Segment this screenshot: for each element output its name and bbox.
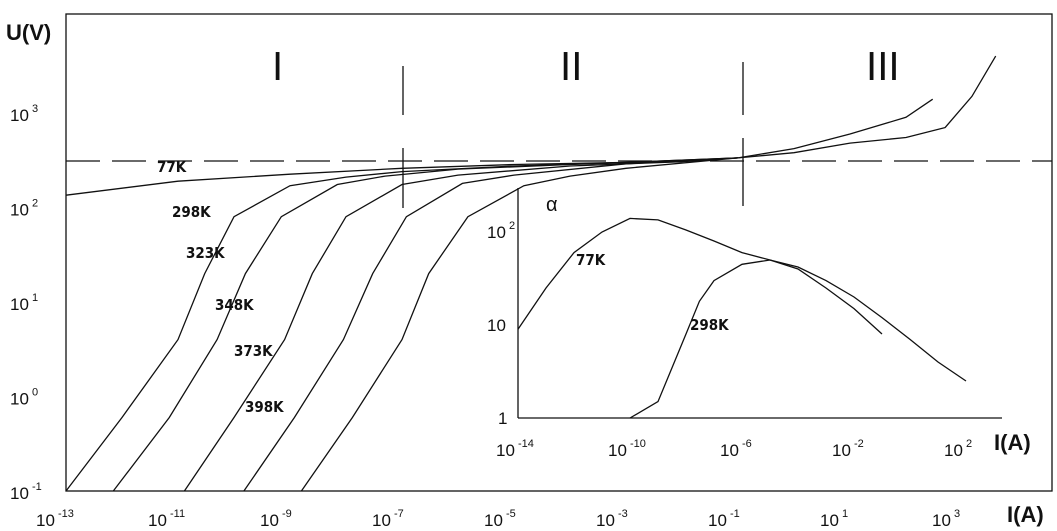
inset-y-tick-1: 10	[487, 316, 506, 335]
main-x-tick-3: 10 -7	[372, 508, 404, 530]
main-y-tick-0: 10 -1	[10, 481, 42, 503]
label-298k: 298K	[172, 203, 211, 221]
inset-y-tick-2: 10 2	[487, 220, 515, 242]
inset-y-tick-0: 1	[498, 409, 507, 428]
main-x-tick-5: 10 -3	[596, 508, 628, 530]
main-x-tick-0: 10 -13	[36, 508, 74, 530]
inset-x-tick-1: 10 -10	[608, 438, 646, 460]
main-curve-373k	[243, 157, 739, 492]
inset-y-axis-label: α	[546, 194, 558, 216]
inset-curve-298k	[629, 259, 967, 419]
inset-label-77k: 77K	[576, 251, 606, 269]
label-398k: 398K	[245, 398, 284, 416]
region-label-3: III	[866, 45, 900, 89]
main-x-axis-label: I(A)	[1007, 502, 1044, 527]
inset-label-298k: 298K	[690, 316, 729, 334]
main-y-tick-3: 10 2	[10, 198, 38, 220]
main-x-tick-4: 10 -5	[484, 508, 516, 530]
main-curve-77k	[65, 98, 934, 196]
label-77k: 77K	[157, 158, 187, 176]
main-y-tick-1: 10 0	[10, 387, 38, 409]
inset-x-tick-4: 10 2	[944, 438, 972, 460]
label-323k: 323K	[186, 244, 225, 262]
inset-curves	[517, 217, 967, 419]
main-y-tick-2: 10 1	[10, 292, 38, 314]
main-x-tick-2: 10 -9	[260, 508, 292, 530]
main-curve-298k	[65, 55, 997, 492]
inset-chart: α I(A) 10 -14 10 -10 10 -6 10 -2 10 2 1 10 10 2…	[487, 188, 1031, 460]
main-plot-frame	[65, 13, 1053, 492]
main-curve-323k	[112, 157, 739, 492]
main-x-tick-7: 10 1	[820, 508, 848, 530]
main-x-tick-8: 10 3	[932, 508, 960, 530]
main-y-axis-label: U(V)	[6, 20, 51, 45]
region-label-1: I	[272, 45, 283, 89]
main-x-tick-1: 10 -11	[148, 508, 185, 530]
inset-x-axis-label: I(A)	[994, 430, 1031, 455]
main-curve-398k	[300, 157, 739, 492]
inset-x-tick-2: 10 -6	[720, 438, 752, 460]
main-y-tick-4: 10 3	[10, 103, 38, 125]
main-x-tick-6: 10 -1	[708, 508, 740, 530]
main-curve-348k	[183, 157, 739, 492]
inset-curve-77k	[517, 217, 883, 335]
main-curves	[65, 55, 997, 492]
label-348k: 348K	[215, 296, 254, 314]
label-373k: 373K	[234, 342, 273, 360]
inset-x-tick-3: 10 -2	[832, 438, 864, 460]
region-label-2: II	[560, 45, 582, 89]
inset-x-tick-0: 10 -14	[496, 438, 534, 460]
inset-tick-labels: 10 -14 10 -10 10 -6 10 -2 10 2 1 10 10 2	[487, 220, 972, 460]
